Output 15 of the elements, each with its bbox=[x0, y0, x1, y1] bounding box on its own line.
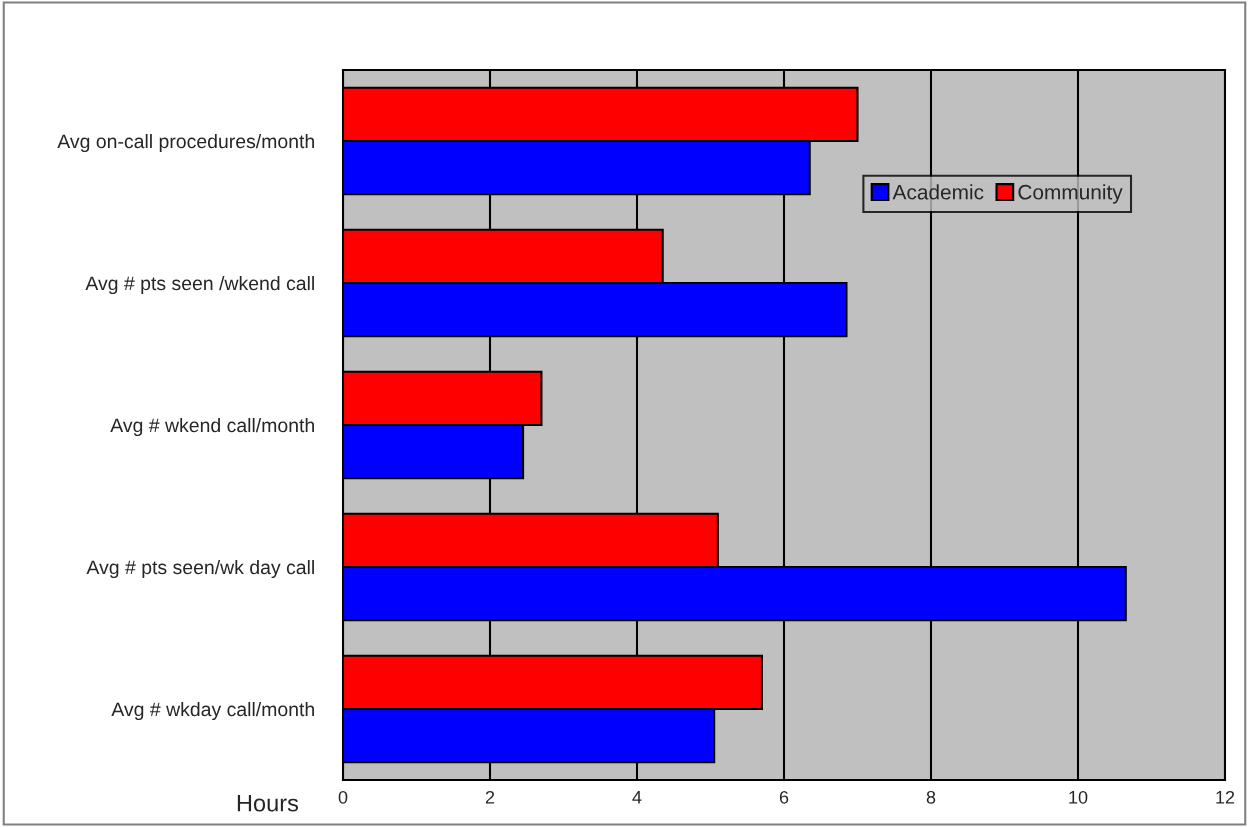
x-tick-label: 2 bbox=[485, 790, 495, 804]
x-tick-label: 0 bbox=[338, 790, 348, 804]
y-tick-label: Avg # wkday call/month bbox=[111, 701, 314, 721]
x-tick-label: 4 bbox=[632, 791, 642, 804]
y-tick-label: Avg # pts seen/wk day call bbox=[86, 559, 314, 579]
legend-label: Community bbox=[1018, 184, 1123, 204]
x-tick-label: 6 bbox=[779, 790, 789, 804]
x-tick-label: 12 bbox=[1216, 790, 1235, 804]
legend-label: Academic bbox=[892, 184, 984, 200]
x-axis-title: Hours bbox=[237, 795, 299, 812]
y-tick-label: Avg # wkend call/month bbox=[110, 417, 314, 437]
y-tick-label: Avg # pts seen /wkend call bbox=[85, 275, 314, 295]
y-tick-label: Avg on-call procedures/month bbox=[57, 133, 314, 153]
x-tick-label: 10 bbox=[1069, 790, 1088, 804]
x-tick-label: 8 bbox=[926, 790, 936, 804]
